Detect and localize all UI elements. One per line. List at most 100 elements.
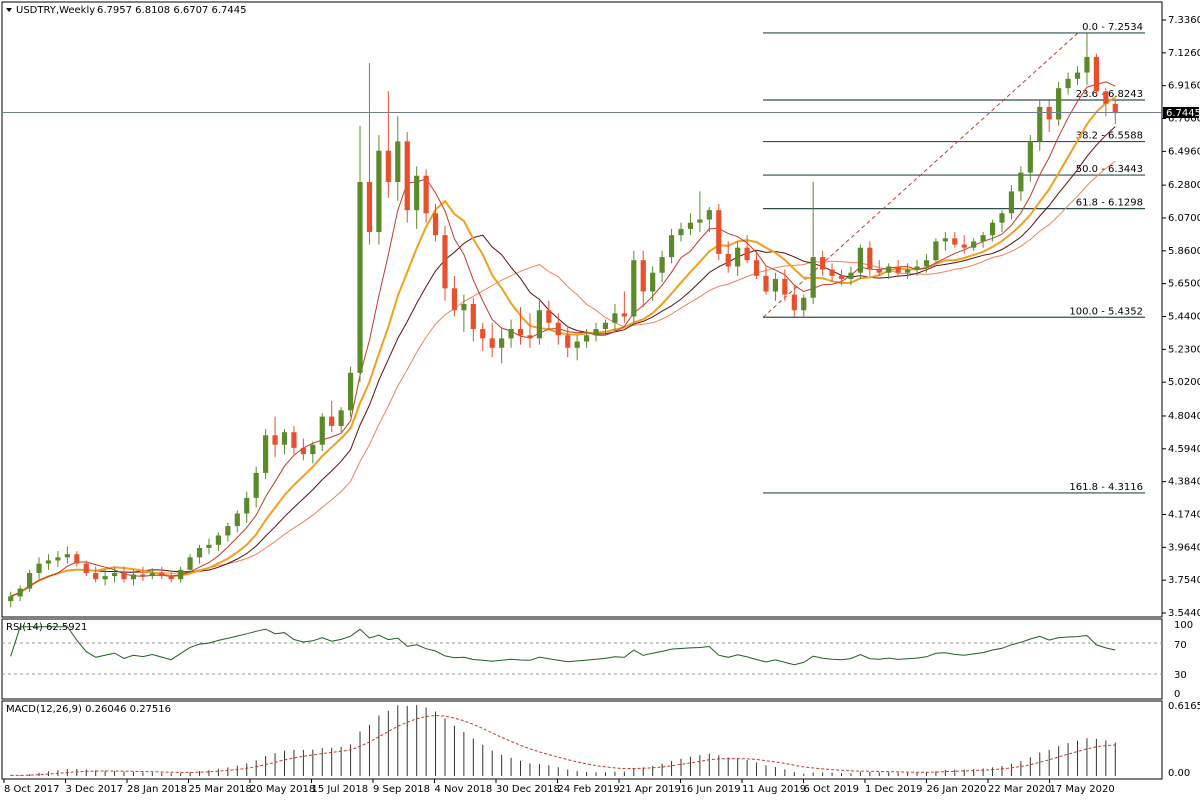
price-tick-label: 6.7060	[1168, 114, 1200, 125]
candle-body	[310, 444, 316, 455]
candle-body	[801, 297, 807, 311]
candle-body	[140, 574, 146, 577]
candle-body	[1103, 91, 1109, 104]
candle-body	[432, 213, 439, 236]
candle-body	[1065, 78, 1071, 89]
candle-body	[820, 257, 826, 270]
time-tick-label: 26 Jan 2020	[927, 784, 987, 795]
time-tick-label: 21 Apr 2019	[619, 784, 681, 795]
price-tick-label: 3.7540	[1168, 575, 1200, 586]
candle-body	[631, 260, 637, 317]
candle-body	[1056, 88, 1062, 120]
candle-body	[196, 547, 203, 558]
candle-body	[423, 175, 429, 214]
fib-level-label: 161.8 - 4.3116	[1069, 482, 1143, 493]
candle-body	[130, 574, 137, 580]
candle-body	[735, 247, 741, 267]
candle-body	[867, 247, 873, 270]
price-tick-label: 7.3360	[1168, 15, 1200, 26]
candle-body	[838, 275, 845, 279]
candle-body	[612, 313, 618, 323]
candle-body	[215, 535, 222, 545]
time-tick-label: 15 Jul 2018	[312, 784, 369, 795]
candle-body	[536, 310, 542, 339]
candle-body	[744, 247, 750, 261]
current-price-tag	[1163, 106, 1199, 118]
rsi-panel-frame	[1, 618, 1163, 700]
price-tick-label: 6.0700	[1168, 213, 1200, 224]
time-tick-label: 28 Jan 2018	[127, 784, 187, 795]
candle-body	[999, 213, 1005, 223]
candle-body	[395, 141, 401, 183]
candle-body	[329, 416, 335, 426]
fib-level-label: 50.0 - 6.3443	[1076, 164, 1143, 175]
dropdown-arrow-icon[interactable]	[6, 8, 12, 12]
price-axis: 7.3360 7.1260 6.9160 6.7060 6.4960 6.2800 6.07…	[1162, 15, 1200, 619]
price-tick-label: 6.2800	[1168, 180, 1200, 191]
candle-body	[414, 175, 420, 211]
candle-body	[149, 572, 155, 577]
candle-body	[74, 554, 80, 564]
time-tick-label: 11 Aug 2019	[742, 784, 806, 795]
candle-body	[83, 563, 89, 573]
price-tick-label: 5.0200	[1168, 377, 1200, 388]
candle-body	[904, 269, 911, 273]
rsi-title: RSI(14) 62.5921	[6, 622, 87, 633]
candle-body	[366, 182, 373, 233]
time-tick-label: 24 Feb 2019	[558, 784, 620, 795]
candle-body	[8, 596, 14, 602]
fib-level-label: 0.0 - 7.2534	[1082, 22, 1143, 33]
candle-body	[876, 269, 882, 273]
candle-body	[225, 526, 231, 536]
candle-body	[574, 341, 580, 348]
candle-body	[517, 329, 524, 336]
candle-body	[857, 247, 863, 273]
candle-body	[546, 310, 552, 323]
candle-body	[942, 238, 948, 242]
candle-body	[461, 303, 467, 311]
candle-body	[753, 260, 760, 276]
candle-body	[347, 372, 354, 411]
candles	[8, 33, 1118, 608]
time-tick-label: 1 Dec 2019	[865, 784, 923, 795]
candle-body	[593, 329, 599, 336]
candle-body	[27, 572, 33, 589]
candle-body	[178, 569, 184, 580]
candle-body	[989, 222, 996, 236]
candle-body	[385, 150, 391, 183]
candle-body	[244, 497, 250, 514]
price-tick-label: 5.8600	[1168, 246, 1200, 257]
candle-body	[111, 572, 118, 577]
fib-level-label: 38.2 - 6.5588	[1076, 131, 1143, 142]
candle-body	[404, 141, 410, 211]
time-tick-label: 20 May 2018	[250, 784, 315, 795]
candle-body	[93, 572, 99, 580]
candle-body	[1112, 103, 1118, 114]
candle-body	[55, 557, 61, 561]
price-tick-label: 4.5940	[1168, 444, 1200, 455]
candle-body	[489, 338, 495, 348]
rsi-line	[10, 626, 1116, 666]
candle-body	[121, 572, 127, 580]
candle-body	[263, 435, 269, 473]
candle-body	[64, 554, 70, 558]
candle-body	[206, 544, 212, 548]
candle-body	[923, 260, 930, 267]
candle-body	[102, 576, 108, 580]
price-tick-label: 6.4960	[1168, 146, 1200, 157]
price-tick-label: 6.9160	[1168, 81, 1200, 92]
candle-body	[697, 219, 703, 223]
rsi-tick-label: 0	[1174, 689, 1180, 700]
candle-body	[1008, 191, 1015, 214]
candle-body	[253, 472, 259, 498]
macd-histogram	[10, 705, 1116, 776]
candle-body	[886, 266, 892, 273]
fib-level-label: 61.8 - 6.1298	[1076, 198, 1143, 209]
candle-body	[782, 278, 788, 295]
time-tick-label: 17 May 2020	[1050, 784, 1115, 795]
candle-body	[376, 150, 382, 233]
moving-averages	[10, 81, 1116, 598]
price-tick-label: 3.9640	[1168, 542, 1200, 553]
